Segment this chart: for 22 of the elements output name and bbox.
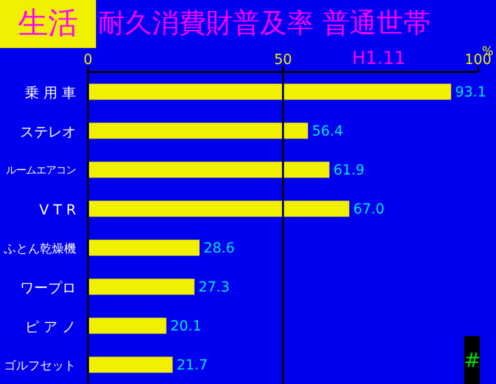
y-tick-label: ふとん乾燥機 — [3, 242, 76, 256]
text: 生活 — [0, 0, 96, 48]
data-label: 20.1 — [170, 318, 202, 335]
y-tick-label: 乗 用 車 — [25, 86, 76, 102]
data-label: 61.9 — [333, 162, 365, 179]
y-tick-label: ステレオ — [20, 124, 76, 140]
chart-subtitle: H1.11 — [352, 48, 406, 69]
x-tick-label: 50 — [274, 52, 292, 68]
y-tick-label: ワープロ — [20, 280, 76, 296]
data-label: 93.1 — [455, 84, 486, 101]
data-label: 27.3 — [198, 280, 230, 296]
data-label: 28.6 — [204, 240, 235, 257]
data-label: 21.7 — [176, 358, 208, 374]
data-label: 56.4 — [312, 124, 344, 140]
y-tick-label: V T R — [39, 202, 76, 218]
annotation: # — [464, 336, 481, 384]
y-tick-label: ゴルフセット — [4, 358, 76, 372]
chart-title: 耐久消費財普及率 普通世帯 — [98, 7, 431, 41]
y-tick-label: ルームエアコン — [6, 164, 76, 177]
data-label: 67.0 — [353, 202, 384, 218]
y-tick-label: ピ ア ノ — [25, 320, 76, 336]
x-tick-label: 0 — [84, 52, 92, 68]
